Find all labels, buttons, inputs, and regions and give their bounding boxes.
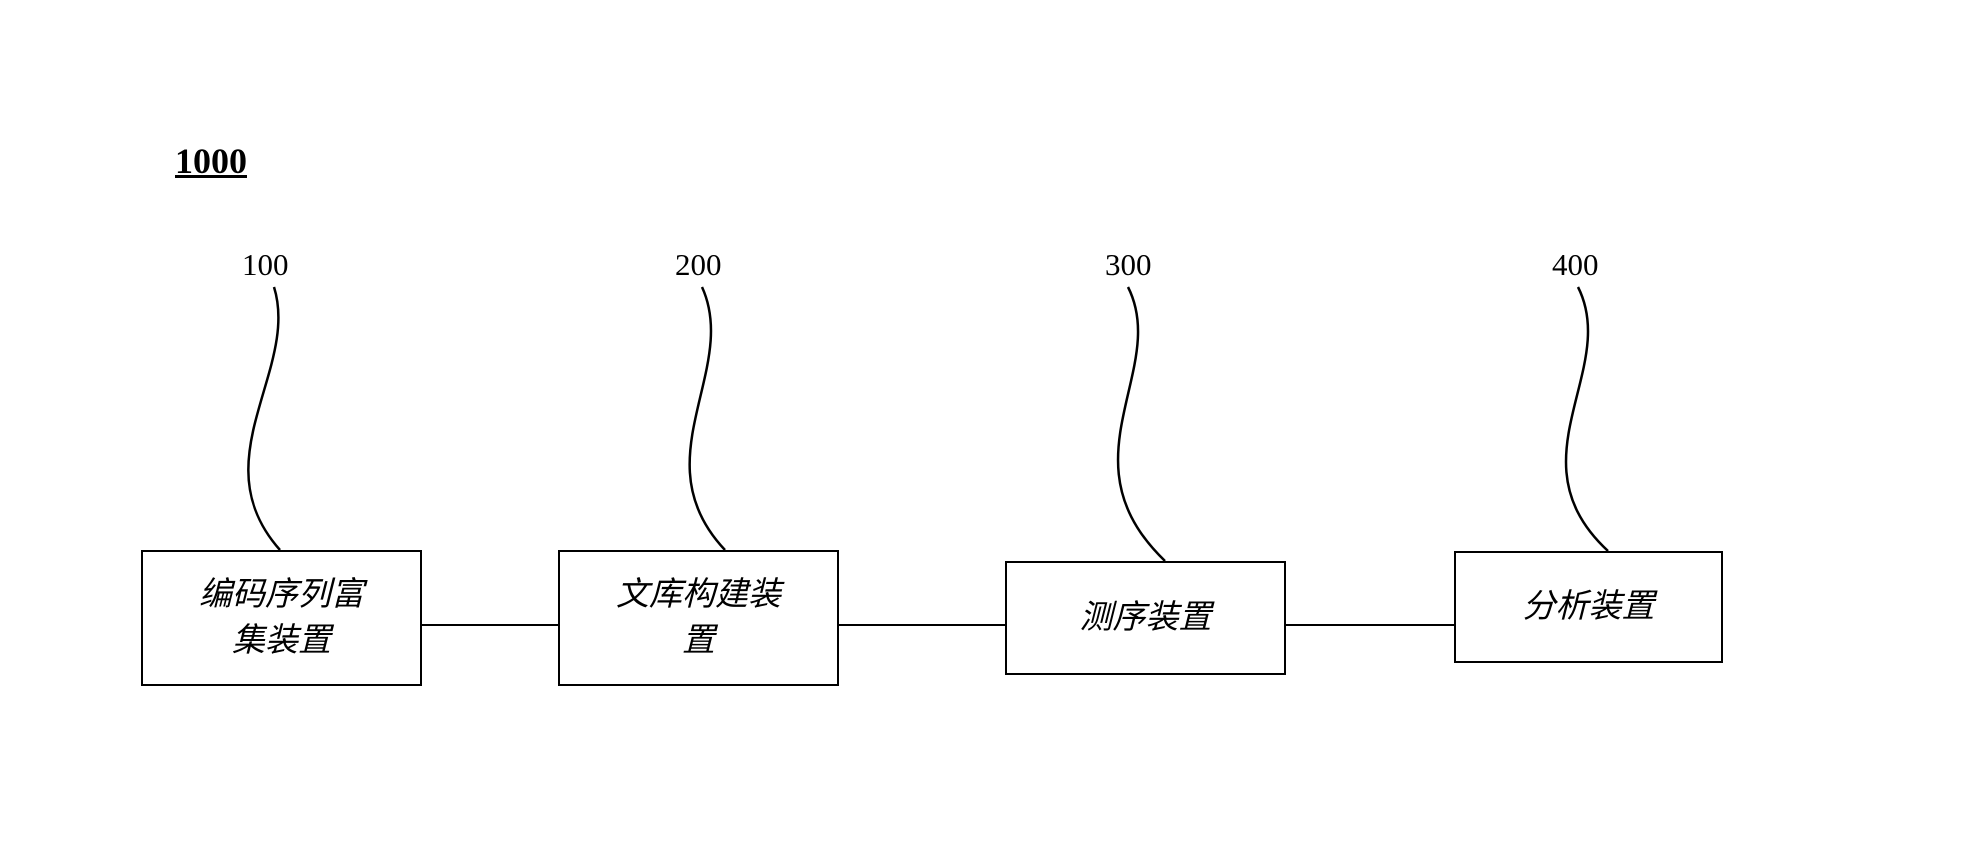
figure-number: 1000 <box>175 140 247 182</box>
node-label: 测序装置 <box>1076 591 1216 645</box>
node-label-line2: 置 <box>682 623 715 659</box>
node-label: 分析装置 <box>1519 580 1659 634</box>
node-box-analysis: 分析装置 <box>1454 551 1723 663</box>
connector-line <box>422 624 558 626</box>
connector-line <box>839 624 1005 626</box>
node-label: 文库构建装 置 <box>612 568 785 668</box>
node-label-line1: 编码序列富 <box>199 577 364 613</box>
connector-line <box>1286 624 1454 626</box>
node-label: 编码序列富 集装置 <box>195 568 368 668</box>
ref-label-200: 200 <box>675 247 722 283</box>
node-label-line2: 集装置 <box>232 623 331 659</box>
node-box-library-construction: 文库构建装 置 <box>558 550 839 686</box>
ref-label-300: 300 <box>1105 247 1152 283</box>
node-box-sequencing: 测序装置 <box>1005 561 1286 675</box>
node-box-encoding-enrichment: 编码序列富 集装置 <box>141 550 422 686</box>
ref-label-100: 100 <box>242 247 289 283</box>
ref-label-400: 400 <box>1552 247 1599 283</box>
leader-curves <box>0 0 1967 853</box>
node-label-line1: 文库构建装 <box>616 577 781 613</box>
